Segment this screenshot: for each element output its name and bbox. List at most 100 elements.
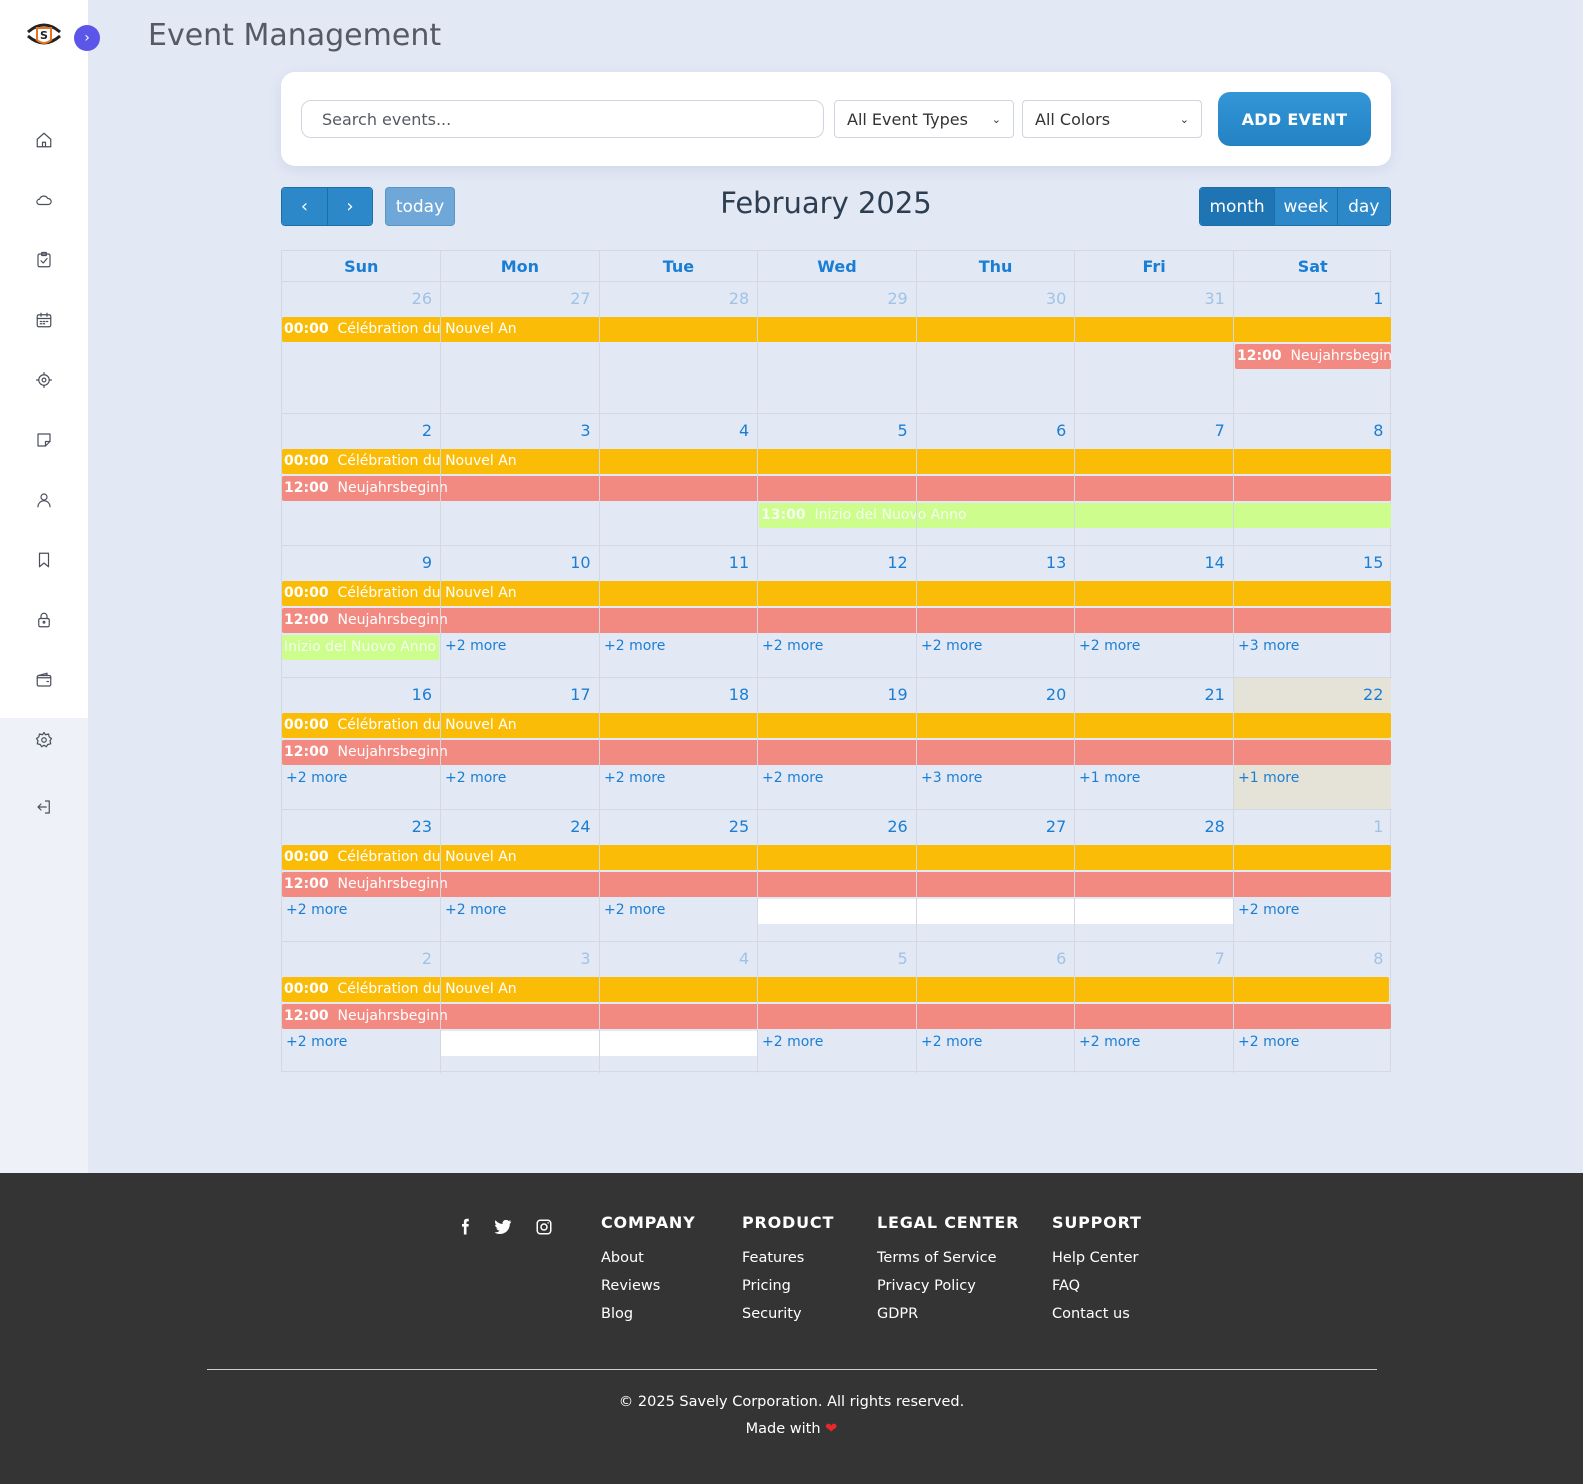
more-link[interactable]: +2 more <box>921 638 983 654</box>
day-number[interactable]: 27 <box>1045 817 1067 836</box>
footer-link-gdpr[interactable]: GDPR <box>877 1306 919 1322</box>
footer-link-help[interactable]: Help Center <box>1052 1250 1139 1266</box>
day-number[interactable]: 2 <box>421 949 432 968</box>
day-number[interactable]: 12 <box>887 553 908 572</box>
day-number[interactable]: 29 <box>887 289 908 308</box>
footer-link-privacy[interactable]: Privacy Policy <box>877 1278 976 1294</box>
add-event-button[interactable]: ADD EVENT <box>1218 92 1371 146</box>
event-neujahr[interactable]: 12:00 Neujahrsbeginn <box>1235 344 1391 369</box>
event-celebration[interactable]: 00:00 Célébration du Nouvel An <box>282 713 1391 738</box>
footer-link-reviews[interactable]: Reviews <box>601 1278 661 1294</box>
day-number[interactable]: 23 <box>411 817 432 836</box>
day-number[interactable]: 25 <box>728 817 750 836</box>
day-number[interactable]: 1 <box>1373 817 1384 836</box>
day-number[interactable]: 7 <box>1214 949 1225 968</box>
logout-icon[interactable] <box>32 795 56 819</box>
more-link[interactable]: +2 more <box>445 638 507 654</box>
event-celebration[interactable]: 00:00 Célébration du Nouvel An <box>282 317 1391 342</box>
more-link[interactable]: +2 more <box>762 638 824 654</box>
day-number[interactable]: 28 <box>1204 817 1225 836</box>
day-number[interactable]: 14 <box>1204 553 1225 572</box>
home-icon[interactable] <box>32 128 56 152</box>
event-neujahr[interactable]: 12:00 Neujahrsbeginn <box>282 608 1391 633</box>
day-number[interactable]: 28 <box>728 289 750 308</box>
footer-link-faq[interactable]: FAQ <box>1052 1278 1081 1294</box>
day-number[interactable]: 24 <box>570 817 591 836</box>
day-number[interactable]: 22 <box>1363 685 1384 704</box>
day-number[interactable]: 15 <box>1363 553 1384 572</box>
calendar-icon[interactable] <box>32 308 56 332</box>
more-link[interactable]: +3 more <box>1238 638 1300 654</box>
more-link[interactable]: +2 more <box>921 1034 983 1050</box>
savely-logo[interactable]: S <box>22 20 66 52</box>
day-number[interactable]: 2 <box>421 421 432 440</box>
day-number[interactable]: 3 <box>580 421 591 440</box>
more-link[interactable]: +2 more <box>604 902 666 918</box>
day-number[interactable]: 20 <box>1045 685 1067 704</box>
bookmark-icon[interactable] <box>32 548 56 572</box>
today-button[interactable]: today <box>385 187 455 226</box>
day-number[interactable]: 11 <box>728 553 750 572</box>
day-number[interactable]: 3 <box>580 949 591 968</box>
footer-link-features[interactable]: Features <box>742 1250 805 1266</box>
footer-link-contact[interactable]: Contact us <box>1052 1306 1130 1322</box>
day-number[interactable]: 21 <box>1204 685 1225 704</box>
sticky-note-icon[interactable] <box>32 428 56 452</box>
event-celebration[interactable]: 00:00 Célébration du Nouvel An <box>282 449 1391 474</box>
day-number[interactable]: 5 <box>897 949 908 968</box>
more-link[interactable]: +2 more <box>604 638 666 654</box>
day-number[interactable]: 13 <box>1045 553 1067 572</box>
day-number[interactable]: 9 <box>421 553 432 572</box>
day-number[interactable]: 19 <box>887 685 908 704</box>
more-link[interactable]: +2 more <box>1238 902 1300 918</box>
footer-link-terms[interactable]: Terms of Service <box>877 1250 997 1266</box>
more-link[interactable]: +2 more <box>1238 1034 1300 1050</box>
day-number[interactable]: 6 <box>1056 949 1067 968</box>
view-week-button[interactable]: week <box>1274 188 1337 225</box>
event-celebration[interactable]: 00:00 Célébration du Nouvel An <box>282 977 1389 1002</box>
more-link[interactable]: +2 more <box>445 902 507 918</box>
more-link[interactable]: +2 more <box>286 770 348 786</box>
footer-link-security[interactable]: Security <box>742 1306 802 1322</box>
event-celebration[interactable]: 00:00 Célébration du Nouvel An <box>282 845 1391 870</box>
settings-icon[interactable] <box>32 728 56 752</box>
event-neujahr[interactable]: 12:00 Neujahrsbeginn <box>282 476 1391 501</box>
day-number[interactable]: 8 <box>1373 949 1384 968</box>
twitter-icon[interactable] <box>493 1217 513 1237</box>
wallet-icon[interactable] <box>32 668 56 692</box>
day-number[interactable]: 8 <box>1373 421 1384 440</box>
view-day-button[interactable]: day <box>1336 188 1390 225</box>
next-month-button[interactable]: › <box>326 188 372 225</box>
day-number[interactable]: 26 <box>411 289 432 308</box>
event-neujahr[interactable]: 12:00 Neujahrsbeginn <box>282 1004 1391 1029</box>
search-input[interactable] <box>301 100 824 138</box>
more-link[interactable]: +2 more <box>445 770 507 786</box>
day-number[interactable]: 4 <box>738 421 750 440</box>
sidebar-expand-button[interactable]: › <box>74 25 100 51</box>
event-celebration[interactable]: 00:00 Célébration du Nouvel An <box>282 581 1391 606</box>
user-icon[interactable] <box>32 488 56 512</box>
more-link[interactable]: +2 more <box>286 902 348 918</box>
more-link[interactable]: +3 more <box>921 770 983 786</box>
event-inizio[interactable]: 13:00 Inizio del Nuovo Anno <box>759 503 1391 528</box>
more-link[interactable]: +1 more <box>1079 770 1141 786</box>
more-link[interactable]: +2 more <box>604 770 666 786</box>
instagram-icon[interactable] <box>534 1217 554 1237</box>
day-number[interactable]: 5 <box>897 421 908 440</box>
day-number[interactable]: 31 <box>1204 289 1225 308</box>
more-link[interactable]: +2 more <box>1079 1034 1141 1050</box>
day-number[interactable]: 7 <box>1214 421 1225 440</box>
day-number[interactable]: 27 <box>570 289 591 308</box>
footer-link-about[interactable]: About <box>601 1250 644 1266</box>
day-number[interactable]: 10 <box>570 553 591 572</box>
clipboard-check-icon[interactable] <box>32 248 56 272</box>
day-number[interactable]: 18 <box>728 685 750 704</box>
lock-icon[interactable] <box>32 608 56 632</box>
more-link[interactable]: +2 more <box>762 770 824 786</box>
more-link[interactable]: +2 more <box>286 1034 348 1050</box>
facebook-icon[interactable] <box>455 1217 475 1237</box>
day-number[interactable]: 17 <box>570 685 591 704</box>
day-number[interactable]: 1 <box>1373 289 1384 308</box>
day-number[interactable]: 16 <box>411 685 432 704</box>
target-icon[interactable] <box>32 368 56 392</box>
